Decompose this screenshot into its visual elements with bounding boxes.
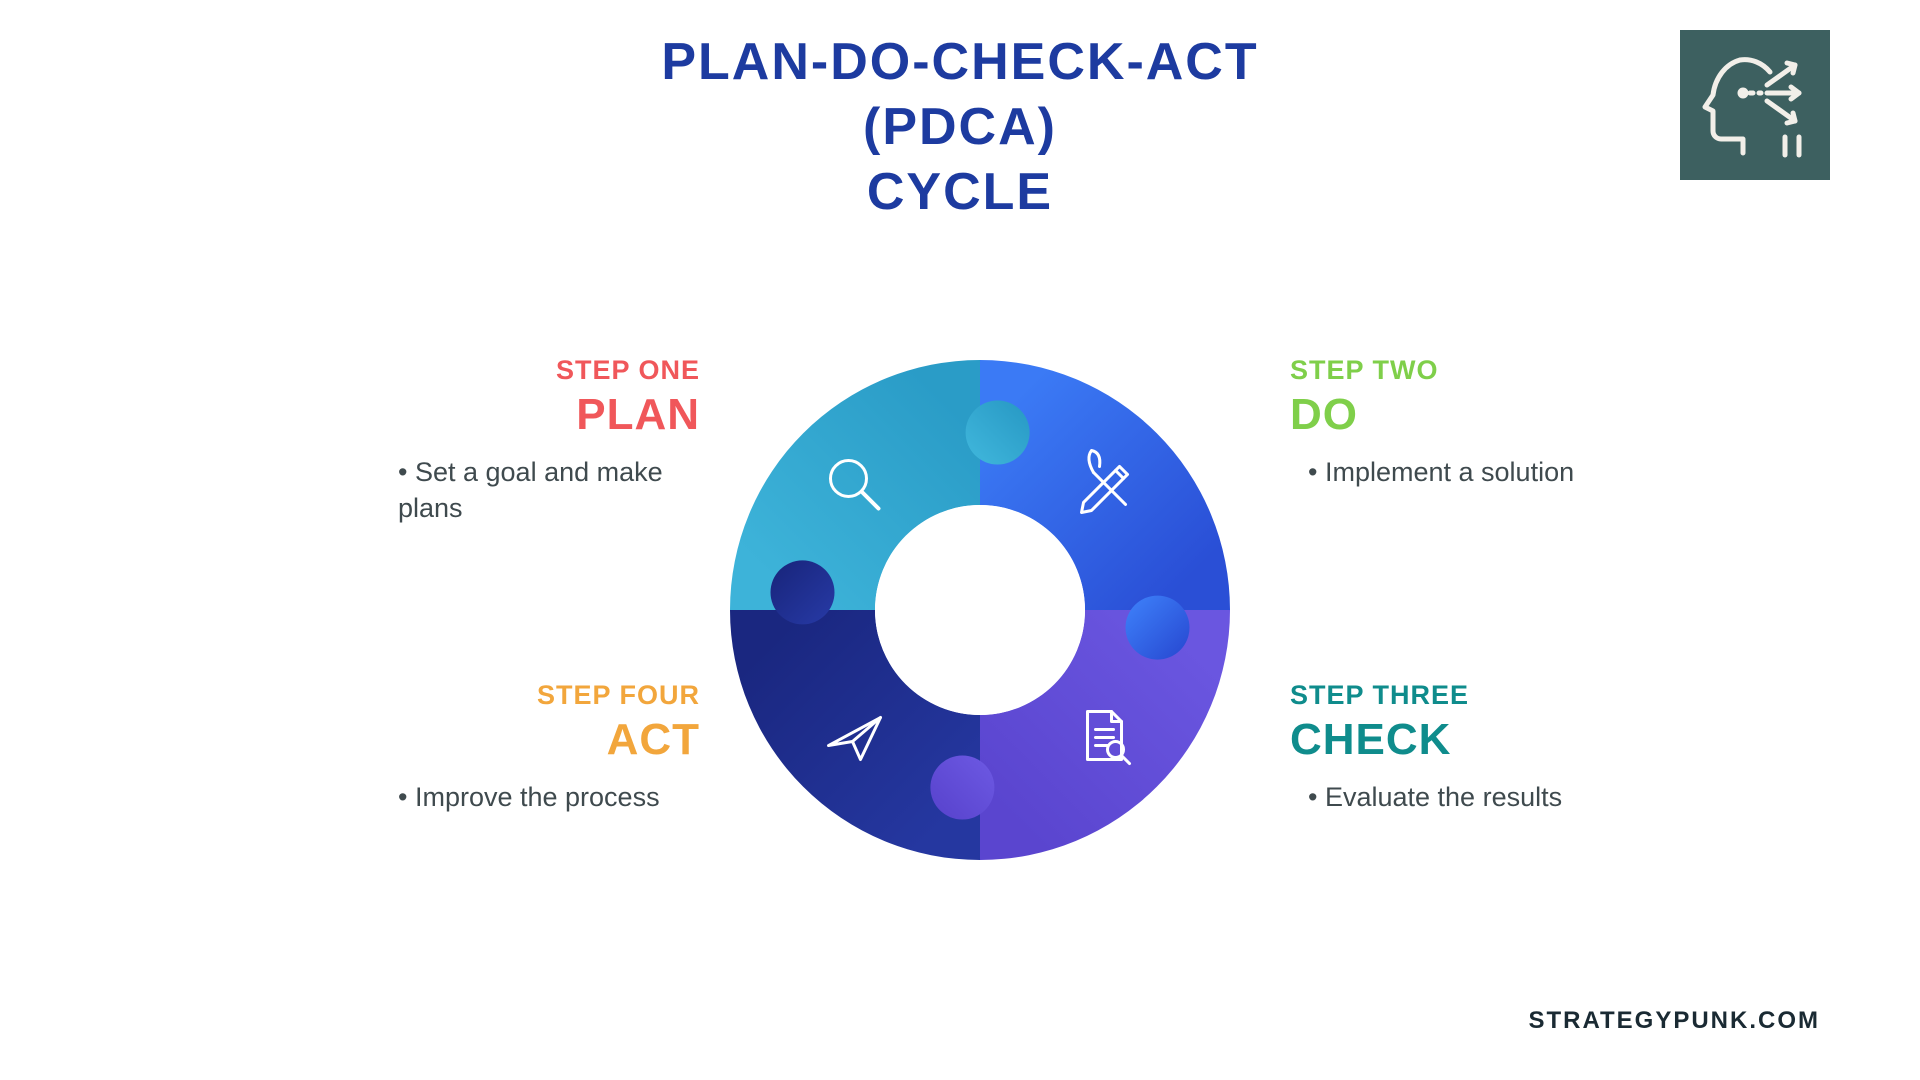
step-plan-name: PLAN	[370, 390, 700, 440]
title-block: PLAN-DO-CHECK-ACT (PDCA) CYCLE	[0, 30, 1920, 225]
step-check: STEP THREE CHECK Evaluate the results	[1290, 680, 1620, 815]
footer-credit: STRATEGYPUNK.COM	[1528, 1007, 1820, 1035]
pdca-infographic: PLAN-DO-CHECK-ACT (PDCA) CYCLE STEP ONE …	[0, 0, 1920, 1080]
donut-tab-do	[1126, 596, 1190, 660]
title-line-1: PLAN-DO-CHECK-ACT	[0, 30, 1920, 95]
donut-hole	[875, 505, 1085, 715]
donut-svg	[720, 350, 1240, 870]
step-act-label: STEP FOUR	[370, 680, 700, 711]
head-arrows-icon	[1695, 45, 1815, 165]
pdca-donut	[720, 350, 1240, 870]
step-do-desc: Implement a solution	[1308, 454, 1620, 490]
title-line-3: CYCLE	[0, 160, 1920, 225]
step-check-label: STEP THREE	[1290, 680, 1620, 711]
step-check-desc: Evaluate the results	[1308, 779, 1620, 815]
step-plan: STEP ONE PLAN Set a goal and make plans	[370, 355, 700, 527]
step-do-label: STEP TWO	[1290, 355, 1620, 386]
step-check-name: CHECK	[1290, 715, 1620, 765]
step-do: STEP TWO DO Implement a solution	[1290, 355, 1620, 490]
title-line-2: (PDCA)	[0, 95, 1920, 160]
donut-tab-check	[930, 756, 994, 820]
step-do-name: DO	[1290, 390, 1620, 440]
step-plan-desc: Set a goal and make plans	[398, 454, 700, 527]
step-act-name: ACT	[370, 715, 700, 765]
donut-tab-plan	[966, 401, 1030, 465]
step-act-desc: Improve the process	[398, 779, 700, 815]
step-plan-label: STEP ONE	[370, 355, 700, 386]
donut-tab-act	[771, 560, 835, 624]
brand-logo-tile	[1680, 30, 1830, 180]
step-act: STEP FOUR ACT Improve the process	[370, 680, 700, 815]
